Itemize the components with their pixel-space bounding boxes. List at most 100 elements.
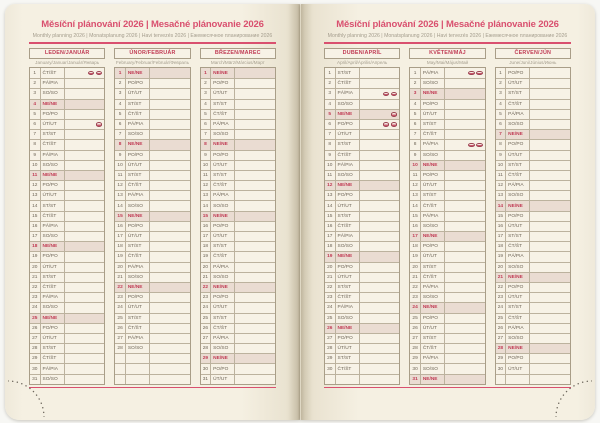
day-abbrev-cell: ÚT/UT xyxy=(421,109,445,119)
day-row-sunday: 26 NE/NE xyxy=(325,322,400,333)
day-number-cell: 17 xyxy=(115,232,126,242)
notes-cell xyxy=(530,293,570,302)
day-row: 29 ST/ST xyxy=(325,353,400,364)
notes-cell xyxy=(530,232,570,241)
day-abbrev-cell: SO/SO xyxy=(421,221,445,231)
day-abbrev-cell: SO/SO xyxy=(211,272,236,282)
day-abbrev-cell: SO/SO xyxy=(336,170,360,181)
day-number-cell: 22 xyxy=(201,282,212,293)
day-number-cell: 4 xyxy=(325,99,336,109)
day-abbrev-cell: NE/NE xyxy=(421,160,445,170)
day-abbrev-cell: PO/PO xyxy=(336,119,360,130)
notes-cell xyxy=(360,130,400,139)
day-abbrev-cell: PÁ/PIA xyxy=(336,160,360,170)
day-abbrev-cell: ČT/ŠT xyxy=(506,170,531,181)
day-number-cell: 4 xyxy=(201,99,212,109)
day-number-cell: 6 xyxy=(115,119,126,130)
day-number-cell: 14 xyxy=(325,201,336,211)
bottom-accent-rule xyxy=(29,386,276,389)
day-row: 4 PO/PO xyxy=(410,98,485,109)
day-abbrev-cell: NE/NE xyxy=(336,109,360,119)
day-row: 15 PÁ/PIA xyxy=(410,210,485,221)
day-row: 22 PÁ/PIA xyxy=(410,281,485,293)
day-abbrev-cell xyxy=(126,364,150,374)
day-abbrev-cell: ST/ST xyxy=(421,333,445,344)
day-number-cell xyxy=(325,374,336,384)
day-number-cell: 16 xyxy=(115,221,126,231)
notes-cell xyxy=(235,212,275,221)
day-number-cell: 14 xyxy=(30,201,41,211)
day-abbrev-cell: NE/NE xyxy=(421,89,445,99)
day-abbrev-cell: SO/SO xyxy=(126,201,150,211)
day-abbrev-cell: PÁ/PIA xyxy=(211,191,236,201)
day-abbrev-cell: NE/NE xyxy=(336,323,360,333)
day-abbrev-cell: SO/SO xyxy=(41,374,65,384)
notes-cell xyxy=(445,364,485,373)
notes-cell xyxy=(360,252,400,261)
notes-cell xyxy=(530,334,570,343)
notes-cell xyxy=(530,364,570,373)
day-number-cell: 28 xyxy=(115,344,126,354)
day-row: 9 SO/SO xyxy=(410,149,485,160)
day-row: 13 PO/PO xyxy=(325,190,400,201)
notes-cell xyxy=(445,110,485,119)
notes-cell xyxy=(235,273,275,282)
notes-cell xyxy=(530,151,570,160)
day-abbrev-cell: SO/SO xyxy=(506,262,531,272)
page-title: Měsíční plánování 2026 | Mesačné plánova… xyxy=(336,19,559,30)
day-row: 4 ČT/ŠT xyxy=(495,98,570,109)
day-abbrev-cell: ČT/ŠT xyxy=(126,323,150,333)
notes-cell xyxy=(530,130,570,139)
day-number-cell: 30 xyxy=(410,364,421,374)
day-number-cell: 10 xyxy=(30,160,41,170)
day-abbrev-cell: NE/NE xyxy=(211,282,236,293)
notes-cell xyxy=(445,222,485,231)
day-abbrev-cell: PÁ/PIA xyxy=(126,262,150,272)
day-abbrev-cell: ST/ST xyxy=(41,130,65,140)
day-abbrev-cell: SO/SO xyxy=(506,119,531,130)
day-abbrev-cell: SO/SO xyxy=(336,313,360,323)
day-abbrev-cell: ST/ST xyxy=(506,303,531,313)
day-abbrev-cell: ST/ST xyxy=(41,201,65,211)
month-name-translations: February/Februar/Február/Февраль xyxy=(115,60,190,65)
day-row: 30 ČT/ŠT xyxy=(325,363,400,374)
notes-cell xyxy=(445,252,485,261)
notes-cell xyxy=(235,354,275,363)
day-abbrev-cell: NE/NE xyxy=(41,170,65,181)
day-row: 9 PO/PO xyxy=(115,149,190,160)
holiday-flag-icon xyxy=(390,91,398,97)
day-number-cell: 24 xyxy=(325,303,336,313)
day-row: 18 SO/SO xyxy=(325,241,400,252)
day-abbrev-cell: SO/SO xyxy=(506,333,531,344)
notes-cell xyxy=(360,222,400,231)
page-content-right: Měsíční plánování 2026 | Mesačné plánova… xyxy=(300,4,595,389)
page-content-left: Měsíční plánování 2026 | Mesačné plánova… xyxy=(5,4,300,389)
day-abbrev-cell: PO/PO xyxy=(506,211,531,221)
notes-cell xyxy=(445,181,485,190)
notes-cell xyxy=(530,110,570,119)
day-row-sunday: 21 NE/NE xyxy=(495,271,570,282)
day-row: 3 ÚT/UT xyxy=(115,88,190,99)
month-name-header: DUBEN/APRÍL xyxy=(324,47,401,59)
day-number-cell: 26 xyxy=(115,323,126,333)
holiday-flag-icon xyxy=(95,122,103,127)
day-abbrev-cell: ST/ST xyxy=(336,211,360,221)
day-row: 27 PÁ/PIA xyxy=(115,332,190,344)
day-number-cell: 23 xyxy=(115,293,126,303)
notes-cell xyxy=(65,324,105,333)
notes-cell xyxy=(65,89,105,98)
day-row: 3 SO/SO xyxy=(30,88,105,99)
notes-cell xyxy=(235,334,275,343)
notes-cell xyxy=(150,191,190,200)
top-accent-rule xyxy=(324,42,571,44)
notes-cell xyxy=(235,364,275,373)
day-abbrev-cell: NE/NE xyxy=(126,68,150,79)
day-abbrev-cell: PO/PO xyxy=(211,221,236,231)
day-number-cell: 7 xyxy=(496,130,507,140)
day-abbrev-cell: ČT/ŠT xyxy=(421,272,445,282)
day-abbrev-cell: NE/NE xyxy=(126,140,150,150)
day-abbrev-cell: PO/PO xyxy=(41,181,65,191)
day-number-cell: 14 xyxy=(410,201,421,211)
notes-cell xyxy=(530,68,570,78)
day-number-cell: 6 xyxy=(201,119,212,130)
